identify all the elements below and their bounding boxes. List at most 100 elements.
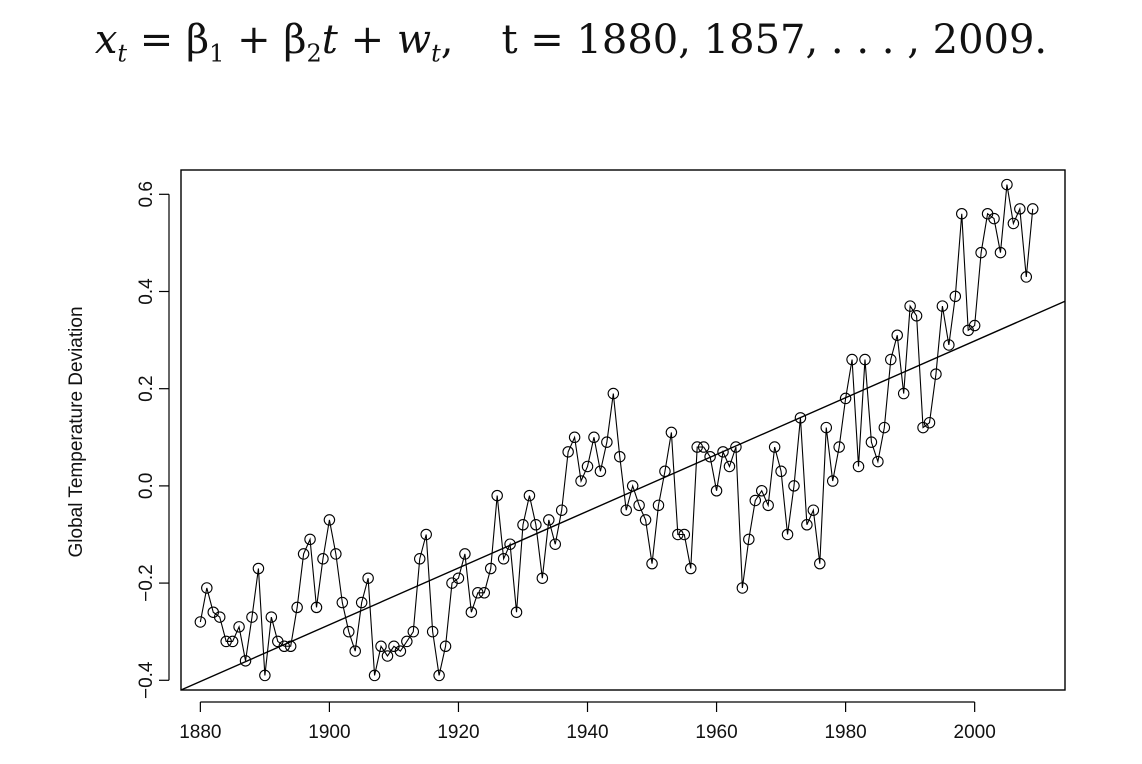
data-point [304,533,316,546]
data-point [1026,203,1039,215]
data-point [807,504,820,516]
x-tick-label: 2000 [954,722,996,743]
data-point [465,606,478,618]
data-point [646,557,658,570]
data-point [497,553,510,565]
data-point [775,465,787,478]
data-point [872,455,884,468]
data-point [362,572,374,584]
data-point [555,504,568,516]
data-point [246,611,258,623]
data-point [194,616,207,628]
data-point [233,621,245,633]
data-point [704,450,716,463]
data-point [220,635,232,648]
data-point [910,310,923,322]
data-point [568,431,581,444]
data-point [517,519,529,531]
data-point [323,514,336,526]
y-tick-label: 0.6 [136,181,157,207]
data-point [891,329,903,341]
data-point [691,441,703,453]
data-point [665,426,678,439]
data-point [510,606,523,618]
data-point [897,387,910,400]
data-point [1014,203,1026,215]
data-point [723,460,736,473]
data-point [291,601,303,614]
data-point [781,528,794,541]
data-point [259,669,271,682]
x-tick-label: 1960 [695,722,737,743]
data-point [543,514,555,526]
data-point [381,650,394,662]
data-point [433,669,445,682]
data-point [730,441,742,453]
data-point [472,587,484,599]
data-point [904,300,916,312]
data-point [1007,217,1020,230]
data-point [588,431,600,444]
data-point [878,421,891,434]
data-point [401,635,413,648]
data-point [536,572,549,584]
data-point [736,582,749,594]
data-point [394,645,407,657]
data-point [865,436,878,448]
x-tick-label: 1900 [308,722,350,743]
data-point [820,421,833,434]
data-point [478,587,491,599]
data-point [594,465,607,478]
data-point [297,548,310,560]
y-tick-label: 0.0 [136,473,157,499]
data-point [581,460,594,473]
data-point [523,489,536,502]
data-point [336,596,349,609]
data-point [755,484,768,497]
data-point [226,635,239,648]
data-point [956,207,968,220]
data-point [562,446,574,458]
data-point [439,640,452,653]
x-tick-label: 1940 [566,722,608,743]
data-point [794,412,807,424]
data-point [749,494,762,507]
regression-equation: xt = β1 + β2t + wt, t = 1880, 1857, . . .… [94,17,1048,68]
plot-frame [180,169,1066,691]
data-point [407,625,420,638]
data-point [201,582,213,594]
data-point [930,368,942,380]
data-point [788,480,800,492]
data-point [607,387,620,400]
data-point [213,611,226,623]
data-point [452,572,465,584]
data-point [968,319,981,332]
series-line [199,184,1034,676]
data-point [672,528,684,541]
data-point [484,562,497,575]
data-point [549,538,561,550]
x-tick-label: 1920 [437,722,479,743]
data-point [697,441,710,453]
data-point [801,519,813,531]
data-point [375,640,387,653]
data-point [885,353,897,366]
data-point [633,499,645,512]
data-point [678,528,691,541]
data-point [743,533,755,546]
y-tick-label: −0.2 [136,564,157,602]
data-point [355,596,368,609]
data-point [459,548,471,560]
data-point [994,246,1007,259]
data-point [710,484,723,497]
data-point [923,416,936,429]
data-point [768,441,781,453]
x-tick-label: 1980 [824,722,866,743]
data-point [575,475,587,487]
data-point [349,645,361,657]
x-tick-label: 1880 [179,722,221,743]
data-point [491,489,503,502]
data-point [652,499,665,512]
data-point [846,353,858,366]
